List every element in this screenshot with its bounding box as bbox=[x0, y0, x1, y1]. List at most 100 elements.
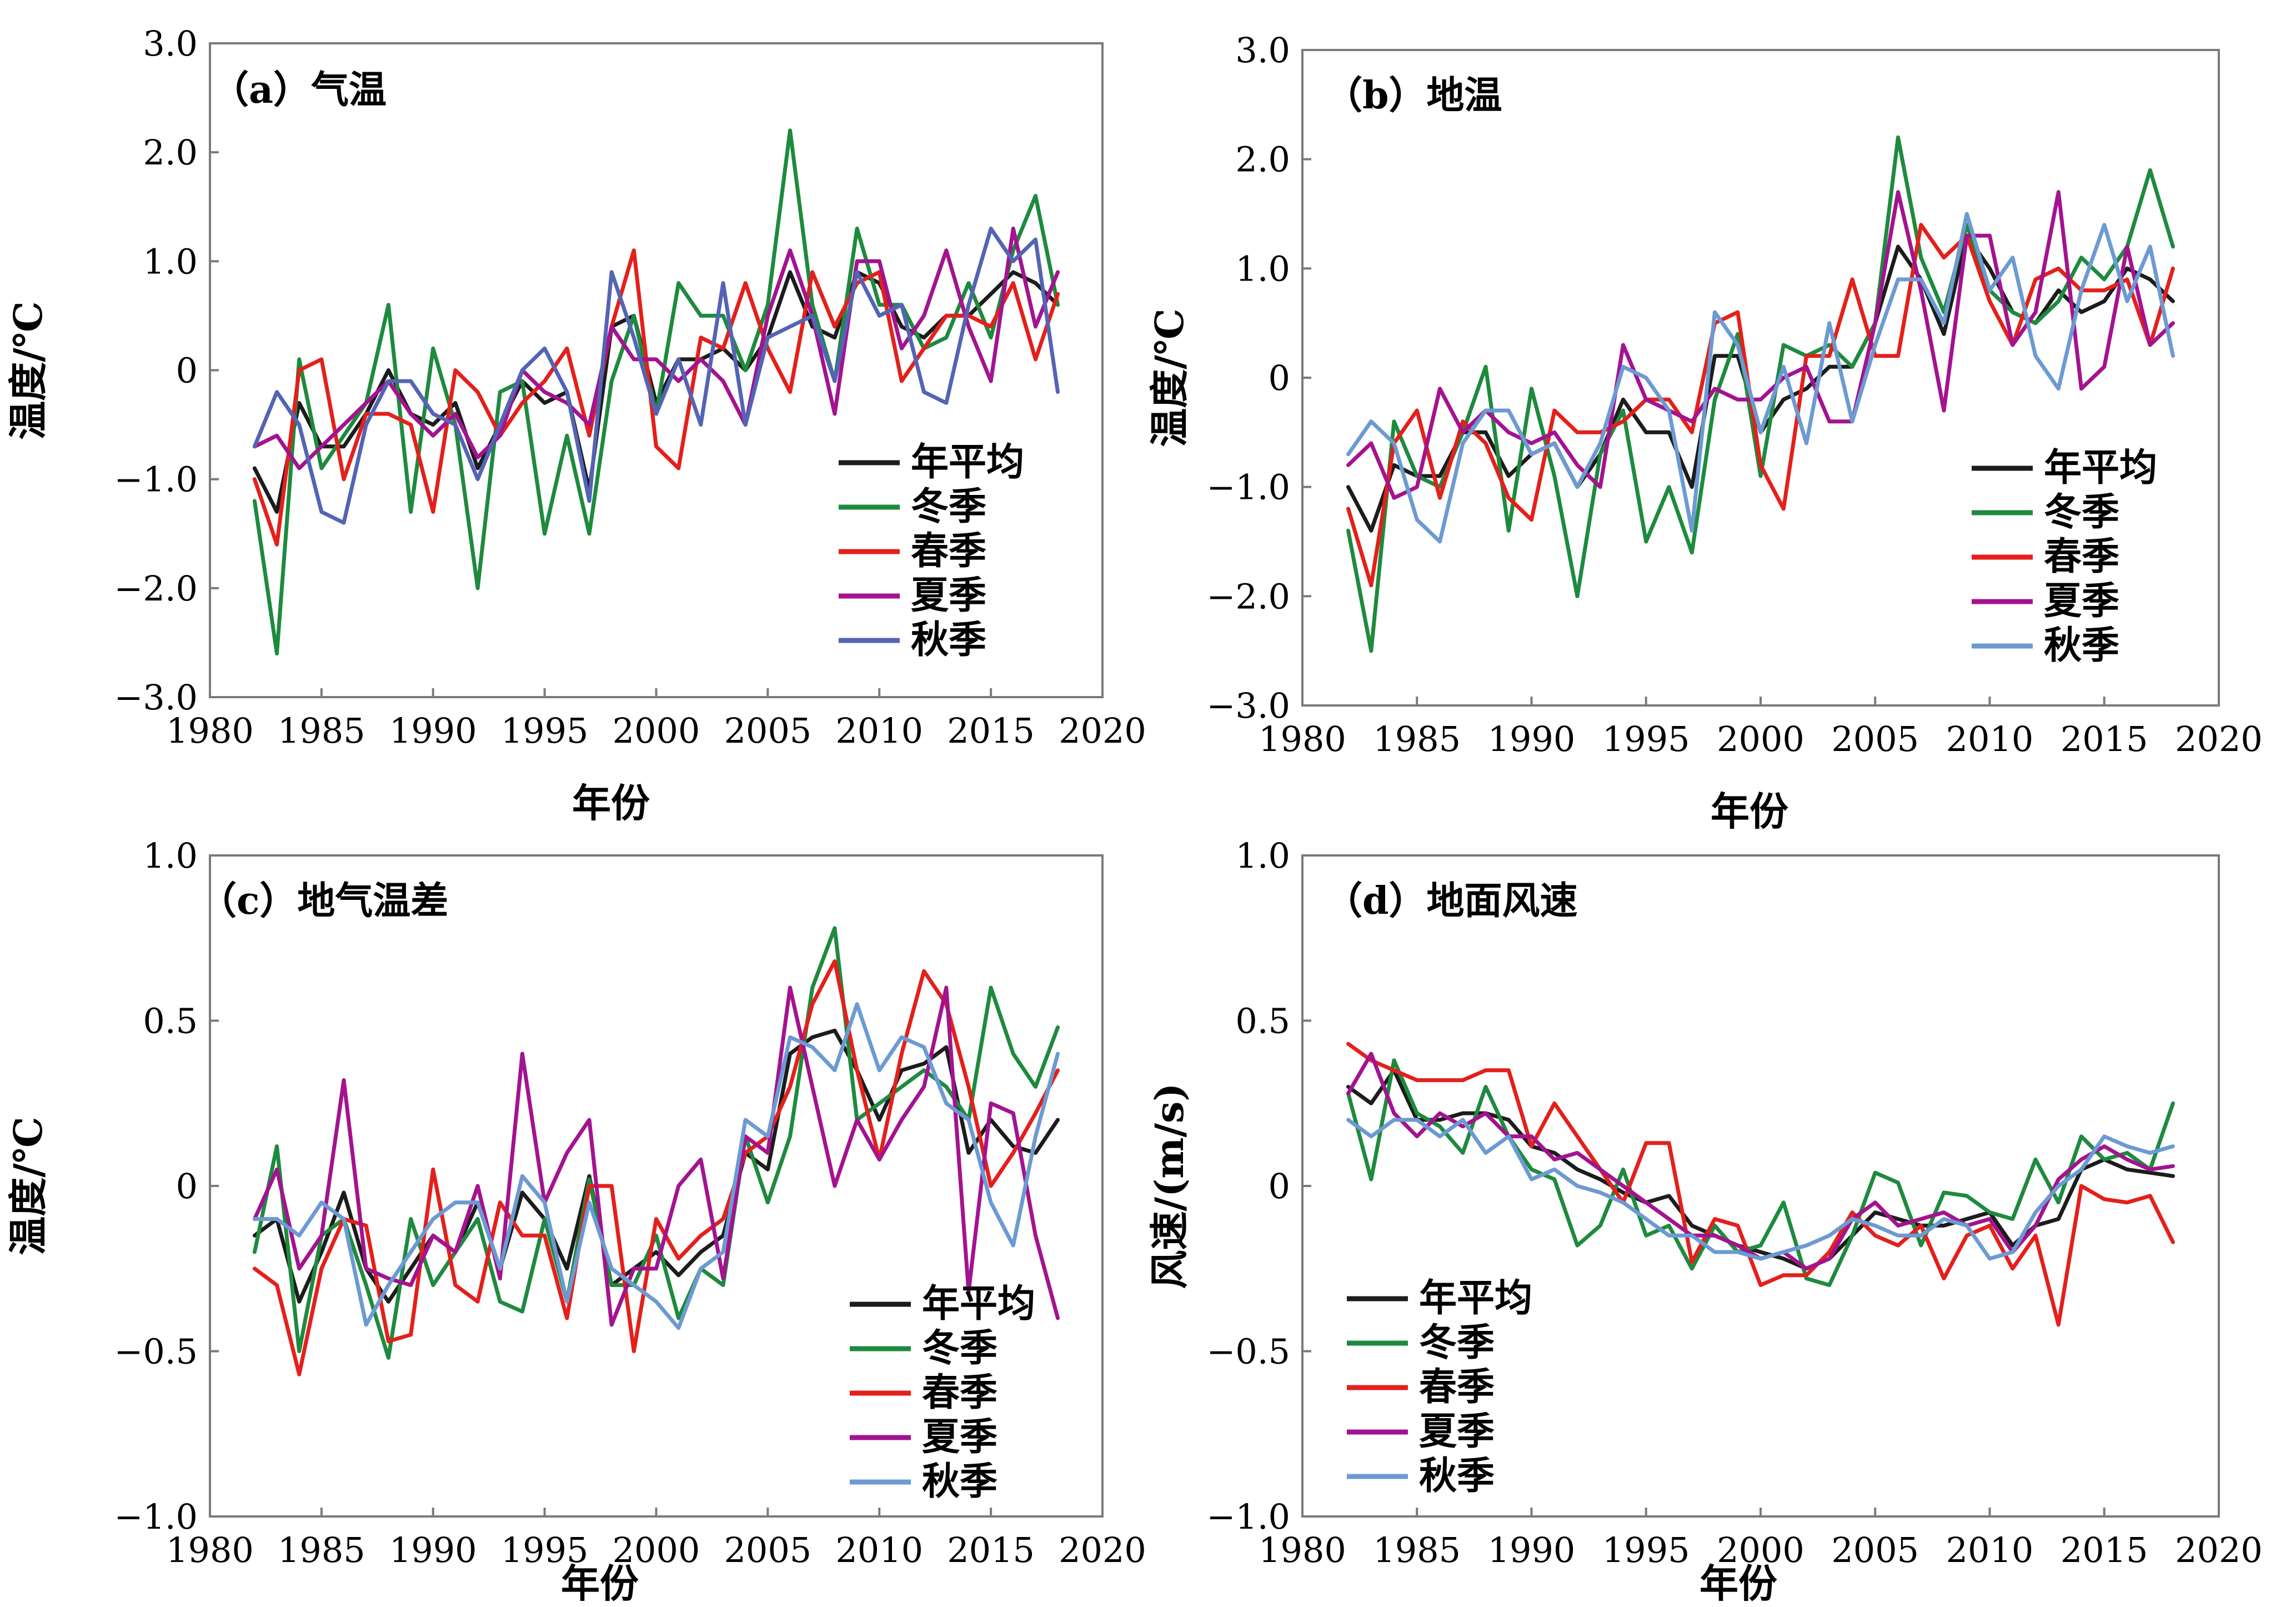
series-line-summer bbox=[1346, 1052, 2175, 1271]
legend-label: 秋季 bbox=[1419, 1454, 1495, 1498]
x-tick-label: 2000 bbox=[613, 710, 700, 751]
y-tick-label: 1.0 bbox=[1235, 248, 1290, 289]
y-tick-label: −1.0 bbox=[1206, 467, 1290, 508]
series-line-summer bbox=[252, 985, 1060, 1327]
x-tick-label: 2000 bbox=[1717, 719, 1804, 759]
series-line-spring bbox=[252, 959, 1060, 1376]
y-tick-label: −0.5 bbox=[1206, 1331, 1290, 1372]
y-tick-label: −0.5 bbox=[114, 1331, 198, 1372]
legend-label: 夏季 bbox=[911, 573, 986, 618]
series-line-annual bbox=[1346, 1068, 2175, 1271]
x-tick-label: 2005 bbox=[724, 710, 811, 751]
y-tick-label: −2.0 bbox=[114, 568, 198, 609]
y-tick-label: −1.0 bbox=[1206, 1496, 1290, 1537]
legend-label: 年平均 bbox=[1419, 1276, 1532, 1320]
series-line-spring bbox=[1346, 223, 2175, 588]
legend-label: 冬季 bbox=[2044, 490, 2119, 534]
series-line-winter bbox=[252, 926, 1060, 1360]
y-tick-label: −3.0 bbox=[1206, 685, 1290, 726]
legend-label: 秋季 bbox=[911, 618, 986, 662]
x-tick-label: 2005 bbox=[1831, 1530, 1919, 1570]
x-tick-label: 2015 bbox=[2061, 1530, 2148, 1570]
series-line-spring bbox=[1346, 1042, 2175, 1327]
x-tick-label: 2015 bbox=[2061, 719, 2148, 759]
x-tick-label: 2020 bbox=[2175, 719, 2263, 759]
y-tick-label: 2.0 bbox=[143, 132, 198, 173]
x-tick-label: 2005 bbox=[724, 1530, 811, 1570]
series-line-spring bbox=[252, 248, 1060, 547]
chart-panel-3: −1.0 −0.5 0 0.5 1.0 1980 1985 1990 1995 2000 2005 2… bbox=[1146, 835, 2263, 1606]
x-axis-title: 年份 bbox=[561, 1560, 639, 1606]
x-tick-label: 2015 bbox=[947, 710, 1035, 751]
x-tick-label: 2010 bbox=[835, 1530, 923, 1570]
x-axis-title: 年份 bbox=[1711, 788, 1788, 834]
x-tick-label: 2010 bbox=[1946, 719, 2034, 759]
x-tick-label: 1995 bbox=[501, 710, 589, 751]
chart-panel-2: −1.0 −0.5 0 0.5 1.0 1980 1985 1990 1995 2000 2005 2… bbox=[5, 835, 1146, 1606]
panel-title: （c）地气温差 bbox=[199, 879, 448, 923]
legend-label: 年平均 bbox=[2044, 445, 2157, 490]
x-tick-label: 2000 bbox=[1717, 1530, 1804, 1570]
x-tick-label: 1990 bbox=[1488, 719, 1576, 759]
legend-label: 冬季 bbox=[911, 484, 986, 529]
x-tick-label: 1985 bbox=[1373, 719, 1461, 759]
legend-label: 年平均 bbox=[911, 440, 1024, 484]
chart-panel-1: −3.0 −2.0 −1.0 0 1.0 2.0 3.0 1980 1985 1990 1995 20… bbox=[1146, 30, 2263, 834]
x-tick-label: 1980 bbox=[166, 710, 254, 751]
x-tick-label: 1995 bbox=[501, 1530, 589, 1570]
y-axis-title: 温度/℃ bbox=[5, 1117, 51, 1255]
chart-panel-0: −3.0 −2.0 −1.0 0 1.0 2.0 3.0 1980 1985 1990 1995 20… bbox=[5, 23, 1146, 826]
x-tick-label: 2010 bbox=[835, 710, 923, 751]
x-tick-label: 2020 bbox=[2175, 1530, 2263, 1570]
y-tick-label: 3.0 bbox=[143, 23, 198, 64]
y-tick-label: −2.0 bbox=[1206, 576, 1290, 617]
series-line-autumn_light bbox=[252, 1002, 1060, 1330]
series-line-winter bbox=[1346, 1058, 2175, 1287]
legend-label: 年平均 bbox=[922, 1281, 1035, 1326]
legend-label: 春季 bbox=[911, 529, 986, 573]
legend-label: 春季 bbox=[1419, 1365, 1495, 1409]
x-tick-label: 2015 bbox=[947, 1530, 1035, 1570]
panel-title: （a）气温 bbox=[211, 68, 387, 112]
x-tick-label: 2020 bbox=[1059, 710, 1146, 751]
legend-label: 春季 bbox=[922, 1370, 997, 1415]
x-tick-label: 1990 bbox=[389, 710, 477, 751]
x-tick-label: 2000 bbox=[613, 1530, 700, 1570]
y-tick-label: 0 bbox=[1269, 358, 1290, 398]
legend-label: 夏季 bbox=[2044, 579, 2119, 623]
legend-label: 夏季 bbox=[1419, 1409, 1495, 1454]
y-tick-label: −1.0 bbox=[114, 1496, 198, 1537]
series-line-autumn_light bbox=[1346, 212, 2175, 544]
y-tick-label: 0.5 bbox=[1235, 1001, 1290, 1042]
y-tick-label: 0 bbox=[176, 1166, 198, 1206]
x-tick-label: 1980 bbox=[166, 1530, 254, 1570]
x-tick-label: 1985 bbox=[278, 1530, 365, 1570]
y-tick-label: 1.0 bbox=[143, 835, 198, 876]
y-tick-label: 2.0 bbox=[1235, 139, 1290, 180]
y-tick-label: 0 bbox=[176, 351, 198, 391]
legend-label: 冬季 bbox=[922, 1326, 997, 1370]
series-line-winter bbox=[1346, 135, 2175, 653]
y-tick-label: −1.0 bbox=[114, 459, 198, 500]
series-line-autumn bbox=[252, 227, 1060, 525]
x-axis-title: 年份 bbox=[1700, 1560, 1777, 1606]
y-tick-label: 1.0 bbox=[143, 241, 198, 282]
x-tick-label: 2010 bbox=[1946, 1530, 2034, 1570]
legend-label: 夏季 bbox=[922, 1415, 997, 1459]
legend-label: 秋季 bbox=[922, 1459, 997, 1504]
legend-label: 冬季 bbox=[1419, 1320, 1495, 1365]
x-tick-label: 1995 bbox=[1602, 1530, 1690, 1570]
x-axis-title: 年份 bbox=[572, 780, 650, 826]
x-tick-label: 1980 bbox=[1259, 719, 1346, 759]
y-tick-label: −3.0 bbox=[114, 677, 198, 718]
y-tick-label: 0.5 bbox=[143, 1001, 198, 1042]
x-tick-label: 2005 bbox=[1831, 719, 1919, 759]
y-tick-label: 1.0 bbox=[1235, 835, 1290, 876]
y-axis-title: 风速/(m/s) bbox=[1146, 1083, 1192, 1289]
y-axis-title: 温度/℃ bbox=[1146, 308, 1192, 447]
